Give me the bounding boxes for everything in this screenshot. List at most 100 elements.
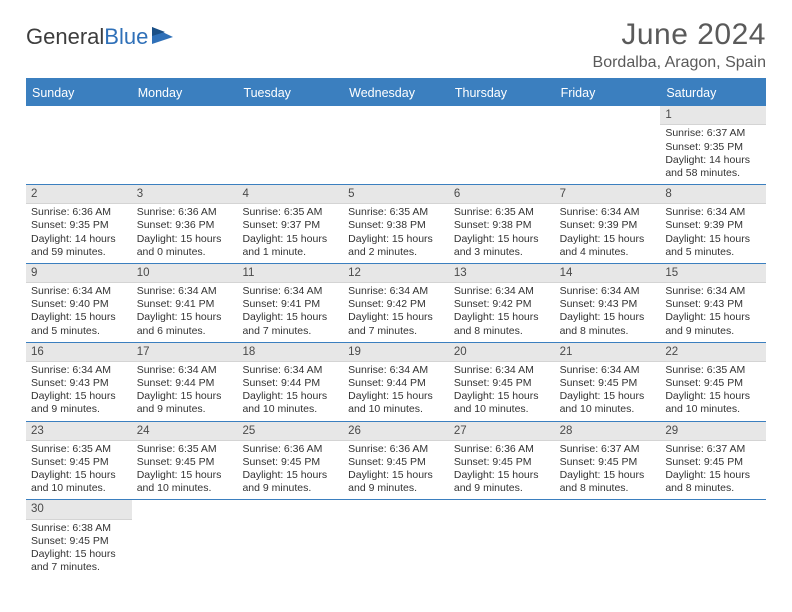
sunrise-text: Sunrise: 6:36 AM bbox=[31, 206, 127, 219]
sunrise-text: Sunrise: 6:34 AM bbox=[560, 206, 656, 219]
sunrise-text: Sunrise: 6:35 AM bbox=[137, 443, 233, 456]
calendar-week: 23Sunrise: 6:35 AMSunset: 9:45 PMDayligh… bbox=[26, 422, 766, 501]
day-number: 3 bbox=[132, 185, 238, 204]
sunrise-text: Sunrise: 6:34 AM bbox=[454, 285, 550, 298]
daylight-text: Daylight: 15 hours and 9 minutes. bbox=[137, 390, 233, 416]
sunset-text: Sunset: 9:43 PM bbox=[560, 298, 656, 311]
day-header: Tuesday bbox=[237, 81, 343, 106]
calendar-cell-empty bbox=[237, 500, 343, 578]
day-body: Sunrise: 6:36 AMSunset: 9:36 PMDaylight:… bbox=[132, 204, 238, 263]
day-body: Sunrise: 6:34 AMSunset: 9:44 PMDaylight:… bbox=[132, 362, 238, 421]
calendar-cell: 17Sunrise: 6:34 AMSunset: 9:44 PMDayligh… bbox=[132, 343, 238, 421]
sunrise-text: Sunrise: 6:34 AM bbox=[137, 285, 233, 298]
day-body: Sunrise: 6:37 AMSunset: 9:45 PMDaylight:… bbox=[555, 441, 661, 500]
calendar-cell: 14Sunrise: 6:34 AMSunset: 9:43 PMDayligh… bbox=[555, 264, 661, 342]
daylight-text: Daylight: 15 hours and 1 minute. bbox=[242, 233, 338, 259]
sunset-text: Sunset: 9:45 PM bbox=[665, 377, 761, 390]
daylight-text: Daylight: 15 hours and 10 minutes. bbox=[560, 390, 656, 416]
day-number: 9 bbox=[26, 264, 132, 283]
calendar-cell: 12Sunrise: 6:34 AMSunset: 9:42 PMDayligh… bbox=[343, 264, 449, 342]
sunrise-text: Sunrise: 6:34 AM bbox=[560, 285, 656, 298]
calendar-cell: 26Sunrise: 6:36 AMSunset: 9:45 PMDayligh… bbox=[343, 422, 449, 500]
calendar-cell-empty bbox=[343, 500, 449, 578]
daylight-text: Daylight: 14 hours and 58 minutes. bbox=[665, 154, 761, 180]
calendar-cell: 9Sunrise: 6:34 AMSunset: 9:40 PMDaylight… bbox=[26, 264, 132, 342]
day-header: Saturday bbox=[660, 81, 766, 106]
day-number: 23 bbox=[26, 422, 132, 441]
day-header: Monday bbox=[132, 81, 238, 106]
sunrise-text: Sunrise: 6:34 AM bbox=[242, 364, 338, 377]
sunset-text: Sunset: 9:45 PM bbox=[454, 377, 550, 390]
logo-text-1: General bbox=[26, 24, 104, 50]
calendar-cell: 6Sunrise: 6:35 AMSunset: 9:38 PMDaylight… bbox=[449, 185, 555, 263]
sunset-text: Sunset: 9:44 PM bbox=[242, 377, 338, 390]
sunrise-text: Sunrise: 6:34 AM bbox=[454, 364, 550, 377]
calendar-week: 2Sunrise: 6:36 AMSunset: 9:35 PMDaylight… bbox=[26, 185, 766, 264]
calendar-cell-empty bbox=[132, 500, 238, 578]
daylight-text: Daylight: 15 hours and 4 minutes. bbox=[560, 233, 656, 259]
sunset-text: Sunset: 9:38 PM bbox=[348, 219, 444, 232]
logo: GeneralBlue bbox=[26, 24, 177, 50]
day-body: Sunrise: 6:35 AMSunset: 9:45 PMDaylight:… bbox=[660, 362, 766, 421]
calendar-cell: 29Sunrise: 6:37 AMSunset: 9:45 PMDayligh… bbox=[660, 422, 766, 500]
sunset-text: Sunset: 9:41 PM bbox=[137, 298, 233, 311]
calendar-cell: 24Sunrise: 6:35 AMSunset: 9:45 PMDayligh… bbox=[132, 422, 238, 500]
day-number: 27 bbox=[449, 422, 555, 441]
day-number: 6 bbox=[449, 185, 555, 204]
daylight-text: Daylight: 15 hours and 8 minutes. bbox=[454, 311, 550, 337]
daylight-text: Daylight: 15 hours and 10 minutes. bbox=[348, 390, 444, 416]
day-header-row: Sunday Monday Tuesday Wednesday Thursday… bbox=[26, 81, 766, 106]
sunrise-text: Sunrise: 6:34 AM bbox=[665, 285, 761, 298]
calendar-cell: 19Sunrise: 6:34 AMSunset: 9:44 PMDayligh… bbox=[343, 343, 449, 421]
day-number: 30 bbox=[26, 500, 132, 519]
calendar-cell: 7Sunrise: 6:34 AMSunset: 9:39 PMDaylight… bbox=[555, 185, 661, 263]
calendar-cell: 20Sunrise: 6:34 AMSunset: 9:45 PMDayligh… bbox=[449, 343, 555, 421]
day-number: 22 bbox=[660, 343, 766, 362]
sunrise-text: Sunrise: 6:35 AM bbox=[348, 206, 444, 219]
sunrise-text: Sunrise: 6:37 AM bbox=[560, 443, 656, 456]
sunrise-text: Sunrise: 6:37 AM bbox=[665, 127, 761, 140]
logo-text-2: Blue bbox=[104, 24, 148, 50]
logo-flag-icon bbox=[151, 26, 177, 46]
calendar-cell: 25Sunrise: 6:36 AMSunset: 9:45 PMDayligh… bbox=[237, 422, 343, 500]
day-body: Sunrise: 6:38 AMSunset: 9:45 PMDaylight:… bbox=[26, 520, 132, 579]
day-body: Sunrise: 6:34 AMSunset: 9:43 PMDaylight:… bbox=[660, 283, 766, 342]
title-block: June 2024 Bordalba, Aragon, Spain bbox=[593, 18, 766, 72]
sunset-text: Sunset: 9:35 PM bbox=[31, 219, 127, 232]
sunrise-text: Sunrise: 6:34 AM bbox=[137, 364, 233, 377]
sunrise-text: Sunrise: 6:36 AM bbox=[242, 443, 338, 456]
daylight-text: Daylight: 15 hours and 8 minutes. bbox=[560, 311, 656, 337]
calendar-cell: 1Sunrise: 6:37 AMSunset: 9:35 PMDaylight… bbox=[660, 106, 766, 184]
daylight-text: Daylight: 15 hours and 0 minutes. bbox=[137, 233, 233, 259]
header-row: GeneralBlue June 2024 Bordalba, Aragon, … bbox=[26, 18, 766, 72]
calendar-cell-empty bbox=[26, 106, 132, 184]
calendar-cell: 30Sunrise: 6:38 AMSunset: 9:45 PMDayligh… bbox=[26, 500, 132, 578]
sunset-text: Sunset: 9:45 PM bbox=[242, 456, 338, 469]
calendar-cell: 13Sunrise: 6:34 AMSunset: 9:42 PMDayligh… bbox=[449, 264, 555, 342]
sunset-text: Sunset: 9:45 PM bbox=[454, 456, 550, 469]
sunset-text: Sunset: 9:45 PM bbox=[137, 456, 233, 469]
day-number: 1 bbox=[660, 106, 766, 125]
day-number: 26 bbox=[343, 422, 449, 441]
day-body: Sunrise: 6:35 AMSunset: 9:38 PMDaylight:… bbox=[449, 204, 555, 263]
day-number: 20 bbox=[449, 343, 555, 362]
calendar-cell: 22Sunrise: 6:35 AMSunset: 9:45 PMDayligh… bbox=[660, 343, 766, 421]
day-body: Sunrise: 6:36 AMSunset: 9:45 PMDaylight:… bbox=[237, 441, 343, 500]
day-number: 15 bbox=[660, 264, 766, 283]
daylight-text: Daylight: 15 hours and 6 minutes. bbox=[137, 311, 233, 337]
day-number: 10 bbox=[132, 264, 238, 283]
day-body: Sunrise: 6:34 AMSunset: 9:45 PMDaylight:… bbox=[449, 362, 555, 421]
daylight-text: Daylight: 15 hours and 10 minutes. bbox=[137, 469, 233, 495]
daylight-text: Daylight: 14 hours and 59 minutes. bbox=[31, 233, 127, 259]
sunset-text: Sunset: 9:45 PM bbox=[560, 377, 656, 390]
calendar-cell: 16Sunrise: 6:34 AMSunset: 9:43 PMDayligh… bbox=[26, 343, 132, 421]
sunset-text: Sunset: 9:40 PM bbox=[31, 298, 127, 311]
day-body: Sunrise: 6:34 AMSunset: 9:44 PMDaylight:… bbox=[343, 362, 449, 421]
sunrise-text: Sunrise: 6:35 AM bbox=[665, 364, 761, 377]
day-number: 7 bbox=[555, 185, 661, 204]
calendar-cell: 21Sunrise: 6:34 AMSunset: 9:45 PMDayligh… bbox=[555, 343, 661, 421]
sunset-text: Sunset: 9:45 PM bbox=[31, 456, 127, 469]
day-body: Sunrise: 6:35 AMSunset: 9:45 PMDaylight:… bbox=[26, 441, 132, 500]
day-body: Sunrise: 6:34 AMSunset: 9:42 PMDaylight:… bbox=[343, 283, 449, 342]
day-number: 28 bbox=[555, 422, 661, 441]
